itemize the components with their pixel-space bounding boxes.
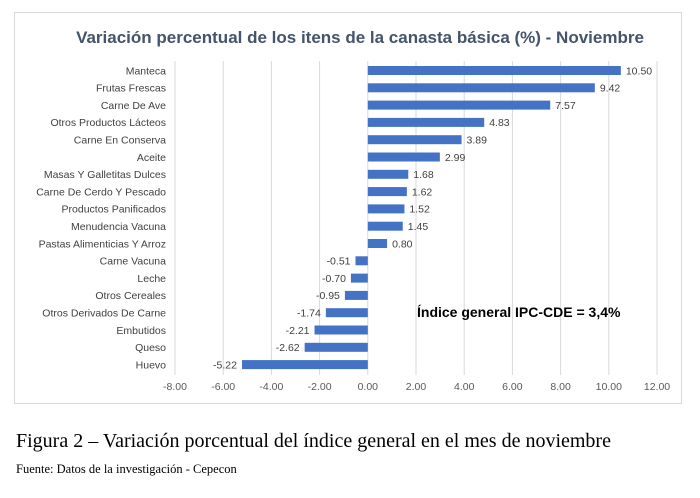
- bar: [304, 342, 368, 352]
- bar: [355, 256, 368, 266]
- x-tick-label: 8.00: [550, 381, 571, 393]
- x-axis-tick-labels: -8.00 -6.00 -4.00 -2.00 0.00 2.00 4.00 6.00 8.00…: [163, 381, 670, 393]
- x-tick-label: 4.00: [454, 381, 475, 393]
- category-label: Productos Panificados: [62, 204, 166, 216]
- category-label: Masas Y Galletitas Dulces: [44, 169, 166, 181]
- category-label: Menudencia Vacuna: [71, 221, 166, 233]
- x-tick-label: 6.00: [502, 381, 523, 393]
- bar: [325, 308, 368, 318]
- data-label: 1.45: [408, 221, 429, 233]
- x-tick-label: -6.00: [211, 381, 235, 393]
- figure-source: Fuente: Datos de la investigación - Cepe…: [16, 462, 237, 476]
- x-tick-label: 12.00: [644, 381, 670, 393]
- data-label: -5.22: [213, 359, 237, 371]
- category-label: Carne De Ave: [101, 100, 166, 112]
- x-tick-label: -2.00: [308, 381, 332, 393]
- bar: [344, 290, 368, 300]
- category-labels: Manteca Frutas Frescas Carne De Ave Otros P…: [36, 65, 166, 371]
- category-label: Otros Cereales: [95, 290, 166, 302]
- data-label: 1.52: [409, 204, 430, 216]
- x-tick-label: 0.00: [358, 381, 379, 393]
- bar: [367, 135, 462, 145]
- category-label: Carne En Conserva: [74, 135, 166, 147]
- data-label: 4.83: [489, 117, 510, 129]
- bar: [314, 325, 368, 335]
- bar: [367, 100, 551, 110]
- data-label: 2.99: [445, 152, 466, 164]
- x-tick-label: 10.00: [596, 381, 622, 393]
- data-label: -0.95: [316, 290, 340, 302]
- category-label: Carne Vacuna: [100, 256, 167, 268]
- data-label: 1.62: [412, 186, 433, 198]
- category-label: Embutidos: [116, 325, 166, 337]
- data-label: -2.62: [276, 342, 300, 354]
- bars: [241, 66, 621, 370]
- category-label: Huevo: [136, 359, 167, 371]
- data-label: 0.80: [392, 238, 413, 250]
- category-label: Manteca: [126, 65, 166, 77]
- bar: [367, 187, 407, 197]
- x-tick-label: 2.00: [406, 381, 427, 393]
- chart-frame: Variación percentual de los itens de la …: [14, 12, 682, 404]
- bar-chart: Variación percentual de los itens de la …: [36, 28, 670, 393]
- category-label: Queso: [135, 342, 166, 354]
- x-tick-label: -8.00: [163, 381, 187, 393]
- chart-title: Variación percentual de los itens de la …: [76, 28, 644, 47]
- bar: [367, 169, 409, 179]
- bar: [367, 221, 403, 231]
- data-label: -0.51: [327, 256, 351, 268]
- data-label: 3.89: [467, 135, 488, 147]
- category-label: Otros Derivados De Carne: [42, 308, 166, 320]
- category-label: Leche: [137, 273, 166, 285]
- data-label: -2.21: [286, 325, 310, 337]
- data-label: 9.42: [600, 83, 621, 95]
- data-label: -1.74: [297, 308, 321, 320]
- bar: [367, 66, 621, 75]
- data-label: 10.50: [626, 65, 652, 77]
- bar: [367, 204, 405, 214]
- data-label: 7.57: [555, 100, 576, 112]
- index-annotation: Índice general IPC-CDE = 3,4%: [417, 304, 621, 320]
- bar: [367, 152, 440, 162]
- bar: [367, 117, 485, 127]
- figure-caption: Figura 2 – Variación porcentual del índi…: [16, 430, 611, 452]
- bar: [367, 83, 595, 93]
- category-label: Carne De Cerdo Y Pescado: [36, 186, 166, 198]
- category-label: Pastas Alimenticias Y Arroz: [39, 238, 166, 250]
- category-label: Aceite: [137, 152, 166, 164]
- gridlines: [174, 61, 658, 375]
- bar: [367, 239, 388, 248]
- data-label: 1.68: [413, 169, 434, 181]
- bar: [241, 360, 368, 370]
- x-tick-label: -4.00: [259, 381, 283, 393]
- bar: [350, 273, 368, 283]
- data-labels: 10.50 9.42 7.57 4.833.892.99 1.68 1.62 1.52 1.4…: [213, 65, 652, 371]
- data-label: -0.70: [322, 273, 346, 285]
- category-label: Otros Productos Lácteos: [50, 117, 166, 129]
- category-label: Frutas Frescas: [96, 83, 166, 95]
